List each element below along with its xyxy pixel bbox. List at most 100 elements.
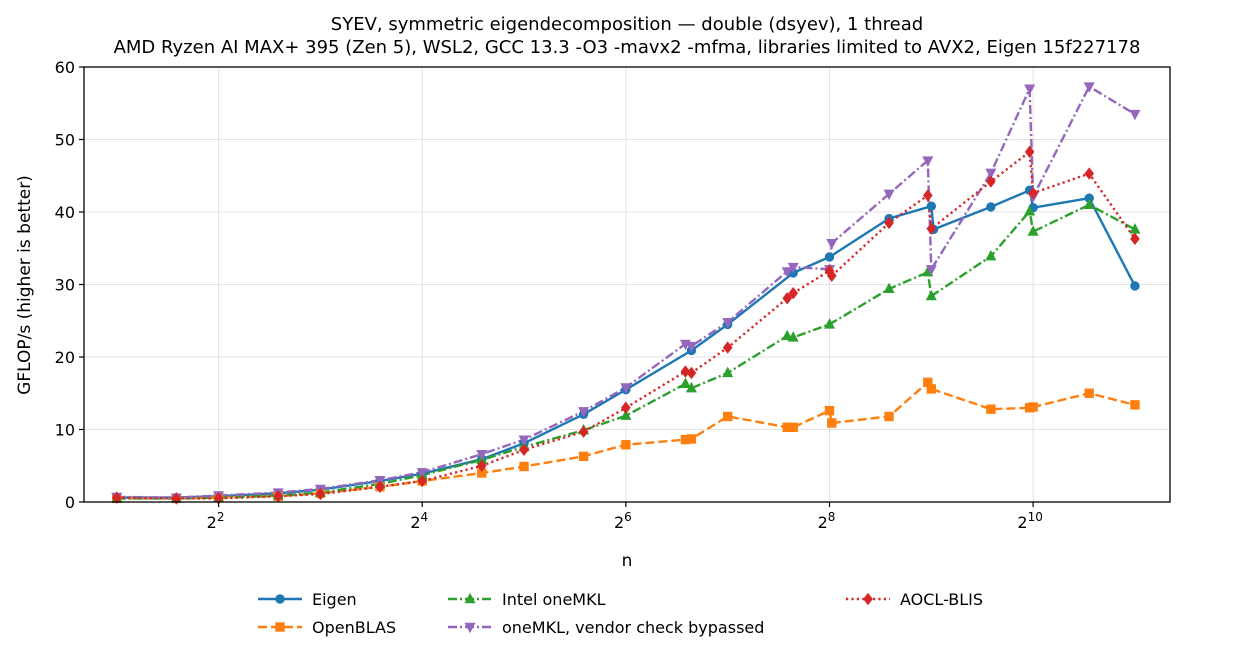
data-point-aocl-blis xyxy=(884,216,894,230)
data-point-aocl-blis xyxy=(1028,186,1038,200)
data-point-openblas xyxy=(1084,388,1094,398)
x-tick-label: 24 xyxy=(410,510,428,532)
data-point-onemkl-vendor-check-bypassed xyxy=(518,435,530,446)
legend-label-intel-onemkl: Intel oneMKL xyxy=(502,590,606,609)
data-point-onemkl-vendor-check-bypassed xyxy=(685,341,697,353)
data-point-onemkl-vendor-check-bypassed xyxy=(722,318,734,329)
data-point-aocl-blis xyxy=(926,222,937,235)
data-point-openblas xyxy=(827,418,837,428)
legend-marker-intel-onemkl xyxy=(464,592,476,604)
legend-marker-openblas xyxy=(275,622,285,632)
x-tick-label: 210 xyxy=(1017,510,1042,532)
y-tick-label: 40 xyxy=(55,203,75,222)
legend-marker-aocl-blis xyxy=(863,592,873,606)
legend: Eigen OpenBLAS Intel oneMKL oneMKL, vendor … xyxy=(258,590,983,637)
data-point-onemkl-vendor-check-bypassed xyxy=(1024,84,1036,96)
data-point-aocl-blis xyxy=(1130,232,1140,246)
data-point-aocl-blis xyxy=(1084,167,1095,180)
y-tick-label: 10 xyxy=(55,421,75,440)
legend-label-eigen: Eigen xyxy=(312,590,357,609)
data-point-aocl-blis xyxy=(315,487,326,501)
data-point-intel-onemkl xyxy=(787,331,799,342)
y-tick-label: 30 xyxy=(55,276,75,295)
legend-marker-onemkl-vendor-check-bypassed xyxy=(464,622,476,634)
data-point-aocl-blis xyxy=(417,474,428,488)
y-axis-label: GFLOP/s (higher is better) xyxy=(15,175,35,395)
data-point-openblas xyxy=(986,404,996,414)
legend-label-onemkl-vendor-check-bypassed: oneMKL, vendor check bypassed xyxy=(502,618,764,637)
data-point-openblas xyxy=(686,434,697,444)
data-point-openblas xyxy=(824,405,835,416)
data-point-aocl-blis xyxy=(578,425,589,438)
series-line-openblas xyxy=(116,381,1136,500)
data-point-onemkl-vendor-check-bypassed xyxy=(1083,82,1095,93)
data-point-aocl-blis xyxy=(171,492,182,505)
data-point-intel-onemkl xyxy=(620,409,632,420)
legend-label-openblas: OpenBLAS xyxy=(312,618,396,637)
data-point-onemkl-vendor-check-bypassed xyxy=(922,156,934,167)
data-point-aocl-blis xyxy=(621,401,631,414)
data-point-intel-onemkl xyxy=(781,329,793,341)
data-point-eigen xyxy=(986,202,996,212)
y-tick-label: 0 xyxy=(65,493,75,512)
data-point-aocl-blis xyxy=(680,365,691,378)
data-point-aocl-blis xyxy=(788,286,799,300)
data-point-eigen xyxy=(1130,281,1140,291)
data-point-aocl-blis xyxy=(782,292,793,305)
data-point-aocl-blis xyxy=(722,341,733,354)
y-tick-label: 50 xyxy=(55,131,75,150)
y-axis-ticks: 0 10 20 30 40 50 60 xyxy=(55,58,84,512)
x-tick-label: 22 xyxy=(207,510,225,532)
data-point-openblas xyxy=(621,440,631,450)
data-point-intel-onemkl xyxy=(1024,205,1036,216)
data-point-aocl-blis xyxy=(111,491,122,504)
data-point-intel-onemkl xyxy=(1027,225,1039,236)
data-point-openblas xyxy=(884,411,894,422)
data-point-intel-onemkl xyxy=(679,377,691,389)
x-tick-label: 28 xyxy=(818,510,836,532)
data-point-aocl-blis xyxy=(519,443,529,457)
data-point-onemkl-vendor-check-bypassed xyxy=(985,168,997,180)
data-point-onemkl-vendor-check-bypassed xyxy=(781,267,793,278)
data-point-aocl-blis xyxy=(986,175,996,188)
data-point-aocl-blis xyxy=(826,269,837,283)
data-point-openblas xyxy=(722,411,733,422)
x-axis-label: n xyxy=(622,551,633,571)
data-point-aocl-blis xyxy=(686,366,697,380)
data-point-onemkl-vendor-check-bypassed xyxy=(826,238,838,250)
data-point-onemkl-vendor-check-bypassed xyxy=(578,407,590,418)
grid-lines xyxy=(84,66,1170,503)
data-point-openblas xyxy=(1130,400,1140,410)
legend-marker-eigen xyxy=(275,594,285,604)
data-point-onemkl-vendor-check-bypassed xyxy=(883,189,895,201)
data-point-onemkl-vendor-check-bypassed xyxy=(416,468,428,479)
chart-subtitle: AMD Ryzen AI MAX+ 395 (Zen 5), WSL2, GCC… xyxy=(114,37,1141,58)
x-tick-label: 26 xyxy=(614,510,632,532)
data-point-onemkl-vendor-check-bypassed xyxy=(620,383,632,394)
data-point-aocl-blis xyxy=(922,189,933,202)
data-point-intel-onemkl xyxy=(985,249,997,261)
series-markers xyxy=(111,82,1141,505)
data-point-openblas xyxy=(1028,402,1038,412)
data-point-aocl-blis xyxy=(476,459,487,472)
data-point-intel-onemkl xyxy=(823,318,836,329)
x-axis-ticks: 22 24 26 28 210 xyxy=(207,502,1043,532)
data-point-onemkl-vendor-check-bypassed xyxy=(476,449,488,461)
data-point-intel-onemkl xyxy=(722,366,734,378)
data-point-aocl-blis xyxy=(1024,145,1035,159)
data-point-onemkl-vendor-check-bypassed xyxy=(787,262,799,274)
legend-label-aocl-blis: AOCL-BLIS xyxy=(900,590,983,609)
data-point-intel-onemkl xyxy=(1083,198,1095,209)
data-point-openblas xyxy=(926,384,937,394)
data-point-eigen xyxy=(926,201,937,211)
data-point-onemkl-vendor-check-bypassed xyxy=(1129,109,1141,121)
chart-title: SYEV, symmetric eigendecomposition — dou… xyxy=(331,14,923,35)
data-point-eigen xyxy=(824,252,835,262)
y-tick-label: 60 xyxy=(55,58,75,77)
data-point-onemkl-vendor-check-bypassed xyxy=(925,265,937,276)
data-point-aocl-blis xyxy=(375,480,385,493)
data-point-intel-onemkl xyxy=(925,289,937,301)
y-tick-label: 20 xyxy=(55,348,75,367)
series-line-aocl-blis xyxy=(116,150,1136,500)
